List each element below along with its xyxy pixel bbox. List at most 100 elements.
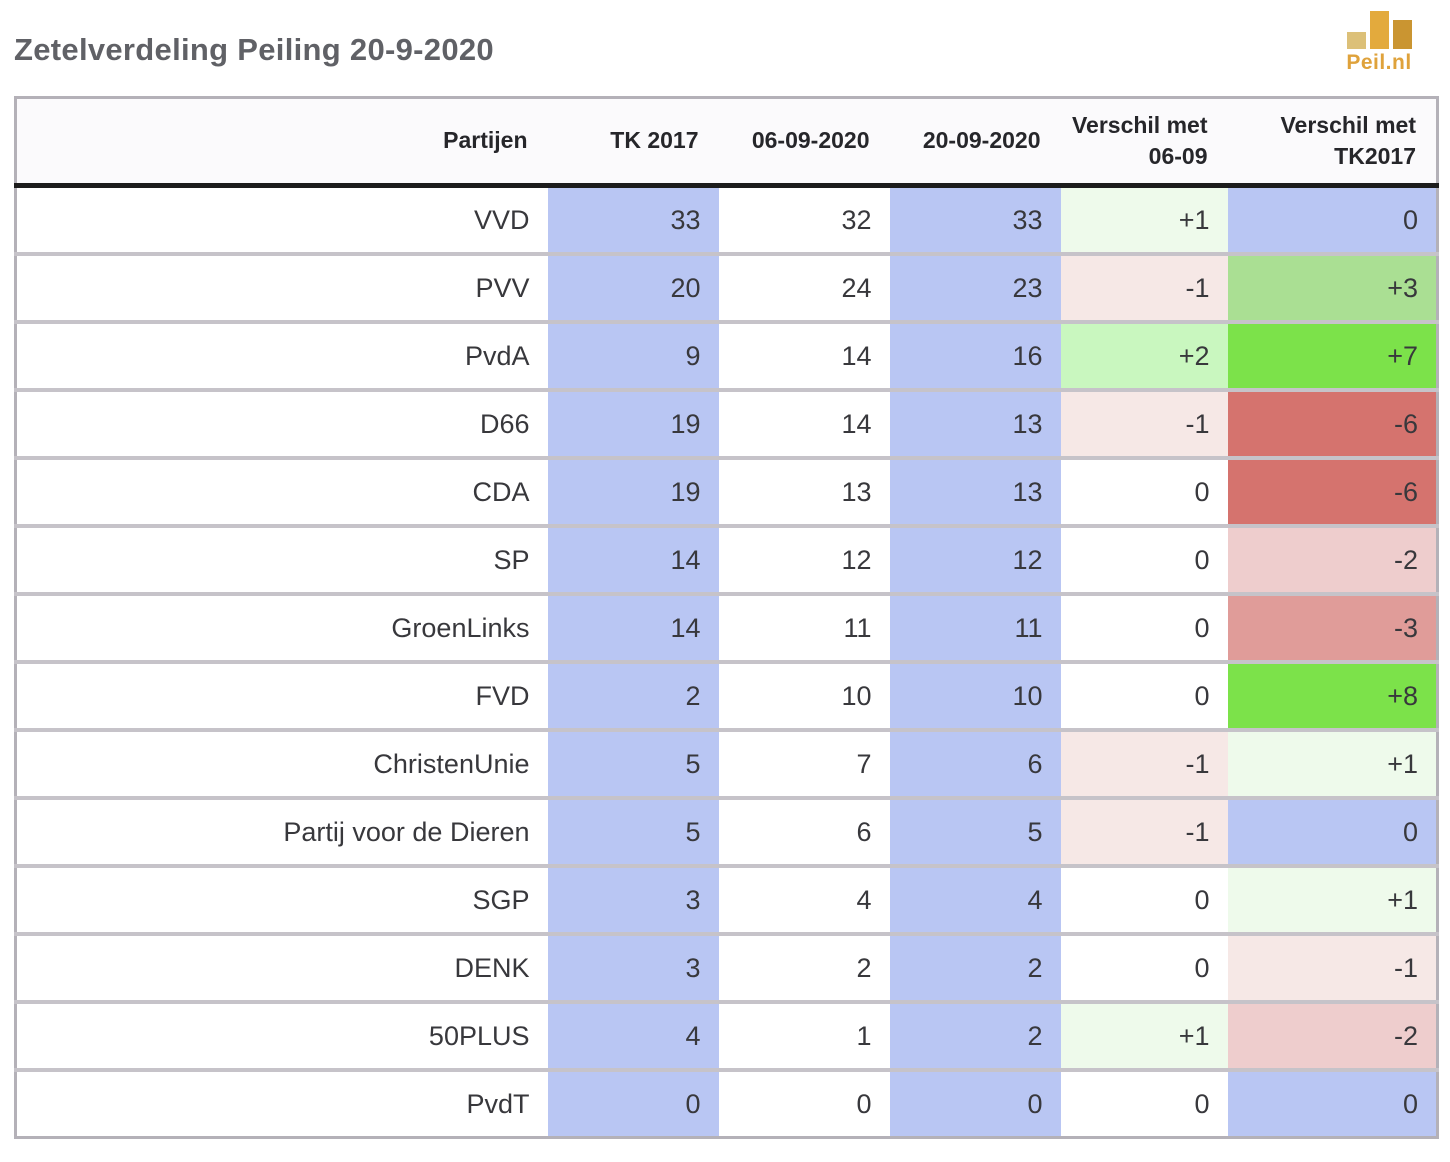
cell-peiling-0609: 14: [718, 322, 890, 390]
cell-verschil-tk2017: 0: [1227, 1070, 1438, 1138]
cell-peiling-0609: 32: [718, 185, 890, 254]
table-row: ChristenUnie 5 7 6 -1 +1: [15, 730, 1438, 798]
cell-verschil-0609: -1: [1060, 730, 1228, 798]
cell-party: 50PLUS: [15, 1002, 548, 1070]
cell-party: CDA: [15, 458, 548, 526]
cell-tk2017: 3: [547, 934, 719, 1002]
cell-peiling-2009: 11: [889, 594, 1061, 662]
cell-verschil-0609: +1: [1060, 1002, 1228, 1070]
column-header-partijen: Partijen: [15, 97, 548, 186]
cell-tk2017: 4: [547, 1002, 719, 1070]
table-row: GroenLinks 14 11 11 0 -3: [15, 594, 1438, 662]
cell-tk2017: 14: [547, 594, 719, 662]
table-header-row: Partijen TK 2017 06-09-2020 20-09-2020 Versc…: [15, 97, 1438, 186]
cell-verschil-tk2017: +1: [1227, 730, 1438, 798]
cell-peiling-0609: 2: [718, 934, 890, 1002]
cell-party: SP: [15, 526, 548, 594]
cell-verschil-0609: -1: [1060, 254, 1228, 322]
cell-peiling-0609: 11: [718, 594, 890, 662]
cell-peiling-0609: 1: [718, 1002, 890, 1070]
cell-verschil-tk2017: 0: [1227, 185, 1438, 254]
cell-tk2017: 9: [547, 322, 719, 390]
cell-peiling-2009: 23: [889, 254, 1061, 322]
cell-peiling-0609: 7: [718, 730, 890, 798]
seat-distribution-table: Partijen TK 2017 06-09-2020 20-09-2020 Versc…: [14, 96, 1439, 1139]
table-row: VVD 33 32 33 +1 0: [15, 185, 1438, 254]
cell-verschil-0609: 0: [1060, 934, 1228, 1002]
cell-tk2017: 33: [547, 185, 719, 254]
cell-verschil-0609: 0: [1060, 866, 1228, 934]
cell-party: SGP: [15, 866, 548, 934]
cell-verschil-0609: 0: [1060, 458, 1228, 526]
cell-peiling-0609: 24: [718, 254, 890, 322]
cell-peiling-2009: 2: [889, 934, 1061, 1002]
table-row: SP 14 12 12 0 -2: [15, 526, 1438, 594]
cell-verschil-tk2017: 0: [1227, 798, 1438, 866]
table-row: FVD 2 10 10 0 +8: [15, 662, 1438, 730]
cell-party: FVD: [15, 662, 548, 730]
cell-verschil-0609: 0: [1060, 594, 1228, 662]
cell-tk2017: 14: [547, 526, 719, 594]
cell-peiling-0609: 0: [718, 1070, 890, 1138]
cell-peiling-0609: 10: [718, 662, 890, 730]
cell-party: Partij voor de Dieren: [15, 798, 548, 866]
cell-peiling-2009: 12: [889, 526, 1061, 594]
column-header-verschil-tk2017: Verschil met TK2017: [1227, 97, 1438, 186]
cell-peiling-0609: 12: [718, 526, 890, 594]
cell-verschil-0609: 0: [1060, 1070, 1228, 1138]
cell-tk2017: 0: [547, 1070, 719, 1138]
cell-party: PvdT: [15, 1070, 548, 1138]
cell-verschil-0609: 0: [1060, 662, 1228, 730]
cell-tk2017: 20: [547, 254, 719, 322]
table-row: 50PLUS 4 1 2 +1 -2: [15, 1002, 1438, 1070]
cell-tk2017: 5: [547, 798, 719, 866]
column-header-tk2017: TK 2017: [547, 97, 719, 186]
table-row: PvdA 9 14 16 +2 +7: [15, 322, 1438, 390]
cell-peiling-2009: 4: [889, 866, 1061, 934]
column-header-peiling-2009: 20-09-2020: [889, 97, 1061, 186]
cell-verschil-tk2017: -2: [1227, 1002, 1438, 1070]
cell-party: ChristenUnie: [15, 730, 548, 798]
bar-chart-icon: [1340, 11, 1418, 49]
cell-peiling-0609: 13: [718, 458, 890, 526]
cell-verschil-tk2017: -6: [1227, 390, 1438, 458]
cell-verschil-tk2017: -6: [1227, 458, 1438, 526]
cell-peiling-2009: 6: [889, 730, 1061, 798]
cell-peiling-0609: 14: [718, 390, 890, 458]
cell-party: PVV: [15, 254, 548, 322]
cell-verschil-0609: +2: [1060, 322, 1228, 390]
table-row: Partij voor de Dieren 5 6 5 -1 0: [15, 798, 1438, 866]
cell-party: VVD: [15, 185, 548, 254]
bar-chart-icon-bar-middle: [1369, 11, 1389, 49]
cell-verschil-tk2017: +3: [1227, 254, 1438, 322]
table-row: DENK 3 2 2 0 -1: [15, 934, 1438, 1002]
cell-peiling-2009: 13: [889, 390, 1061, 458]
cell-tk2017: 19: [547, 458, 719, 526]
cell-verschil-0609: +1: [1060, 185, 1228, 254]
cell-verschil-0609: 0: [1060, 526, 1228, 594]
cell-peiling-2009: 10: [889, 662, 1061, 730]
cell-peiling-2009: 33: [889, 185, 1061, 254]
table-row: SGP 3 4 4 0 +1: [15, 866, 1438, 934]
column-header-peiling-0609: 06-09-2020: [718, 97, 890, 186]
bar-chart-icon-bar-left: [1346, 32, 1366, 49]
column-header-verschil-0609: Verschil met 06-09: [1060, 97, 1228, 186]
cell-peiling-2009: 2: [889, 1002, 1061, 1070]
cell-verschil-0609: -1: [1060, 390, 1228, 458]
cell-party: PvdA: [15, 322, 548, 390]
cell-party: D66: [15, 390, 548, 458]
cell-verschil-tk2017: -2: [1227, 526, 1438, 594]
cell-peiling-0609: 6: [718, 798, 890, 866]
cell-tk2017: 19: [547, 390, 719, 458]
cell-party: DENK: [15, 934, 548, 1002]
cell-verschil-tk2017: -3: [1227, 594, 1438, 662]
table-row: D66 19 14 13 -1 -6: [15, 390, 1438, 458]
table-row: PvdT 0 0 0 0 0: [15, 1070, 1438, 1138]
cell-verschil-tk2017: -1: [1227, 934, 1438, 1002]
cell-tk2017: 2: [547, 662, 719, 730]
bar-chart-icon-bar-right: [1392, 20, 1412, 49]
cell-peiling-2009: 5: [889, 798, 1061, 866]
page-title: Zetelverdeling Peiling 20-9-2020: [14, 32, 494, 67]
cell-verschil-tk2017: +8: [1227, 662, 1438, 730]
cell-verschil-tk2017: +1: [1227, 866, 1438, 934]
